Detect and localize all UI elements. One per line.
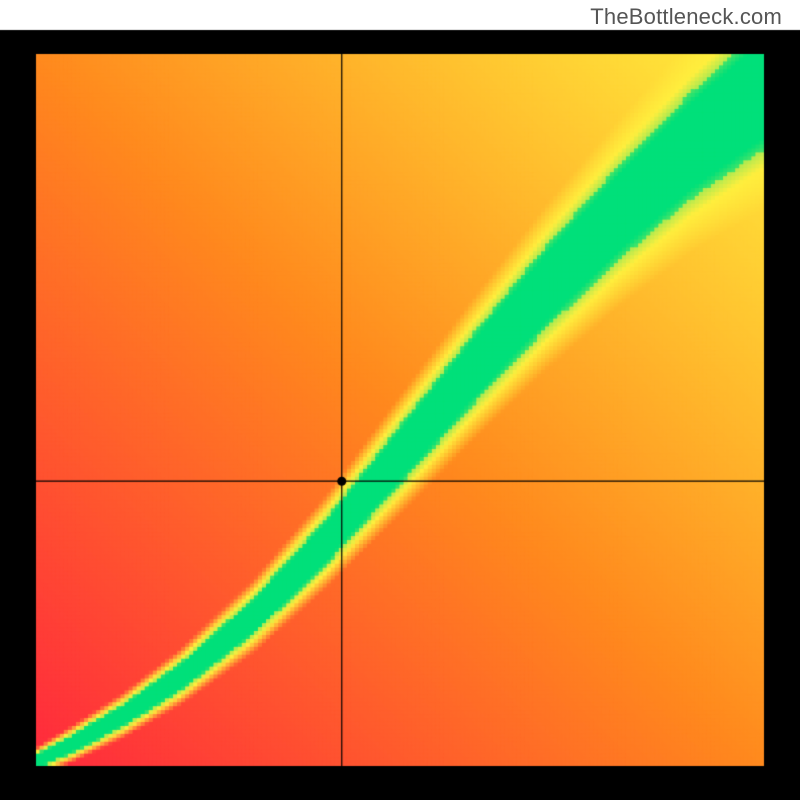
watermark-text: TheBottleneck.com: [590, 4, 782, 30]
heatmap-canvas: [0, 0, 800, 800]
chart-container: TheBottleneck.com: [0, 0, 800, 800]
